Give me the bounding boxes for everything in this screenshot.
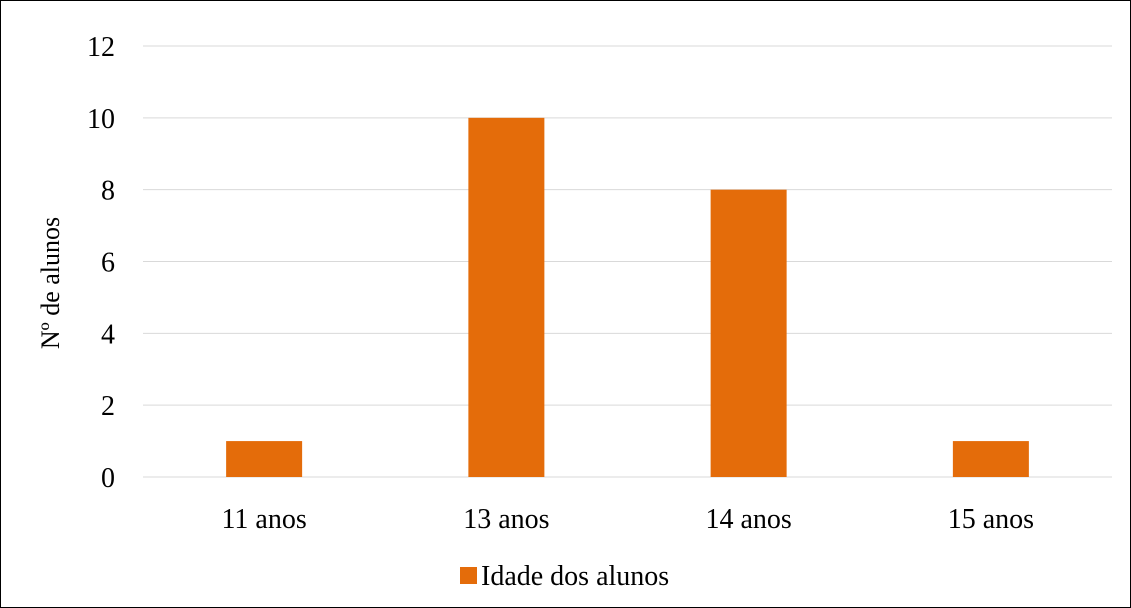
- y-tick-label: 6: [101, 248, 115, 279]
- legend-swatch: [460, 567, 477, 584]
- legend-label: Idade dos alunos: [481, 561, 669, 592]
- y-tick-label: 4: [101, 319, 115, 350]
- bar-15-anos: [952, 441, 1029, 477]
- bar-13-anos: [468, 117, 545, 477]
- legend: Idade dos alunos: [460, 561, 669, 592]
- x-tick-label: 11 anos: [221, 504, 306, 535]
- y-axis-title: Nº de alunos: [36, 217, 65, 349]
- x-tick-label: 14 anos: [705, 504, 791, 535]
- y-tick-label: 8: [101, 176, 115, 207]
- y-tick-labels: 0 2 4 6 8 10 12: [87, 32, 115, 494]
- y-tick-label: 2: [101, 391, 115, 422]
- x-tick-label: 13 anos: [463, 504, 549, 535]
- x-tick-label: 15 anos: [948, 504, 1034, 535]
- bar-14-anos: [710, 189, 787, 477]
- bar-11-anos: [226, 441, 303, 477]
- bars: [226, 117, 1029, 477]
- y-tick-label: 10: [87, 104, 115, 135]
- gridlines: [143, 45, 1112, 478]
- y-tick-label: 0: [101, 463, 115, 494]
- x-tick-labels: 11 anos 13 anos 14 anos 15 anos: [221, 504, 1034, 535]
- y-tick-label: 12: [87, 32, 115, 63]
